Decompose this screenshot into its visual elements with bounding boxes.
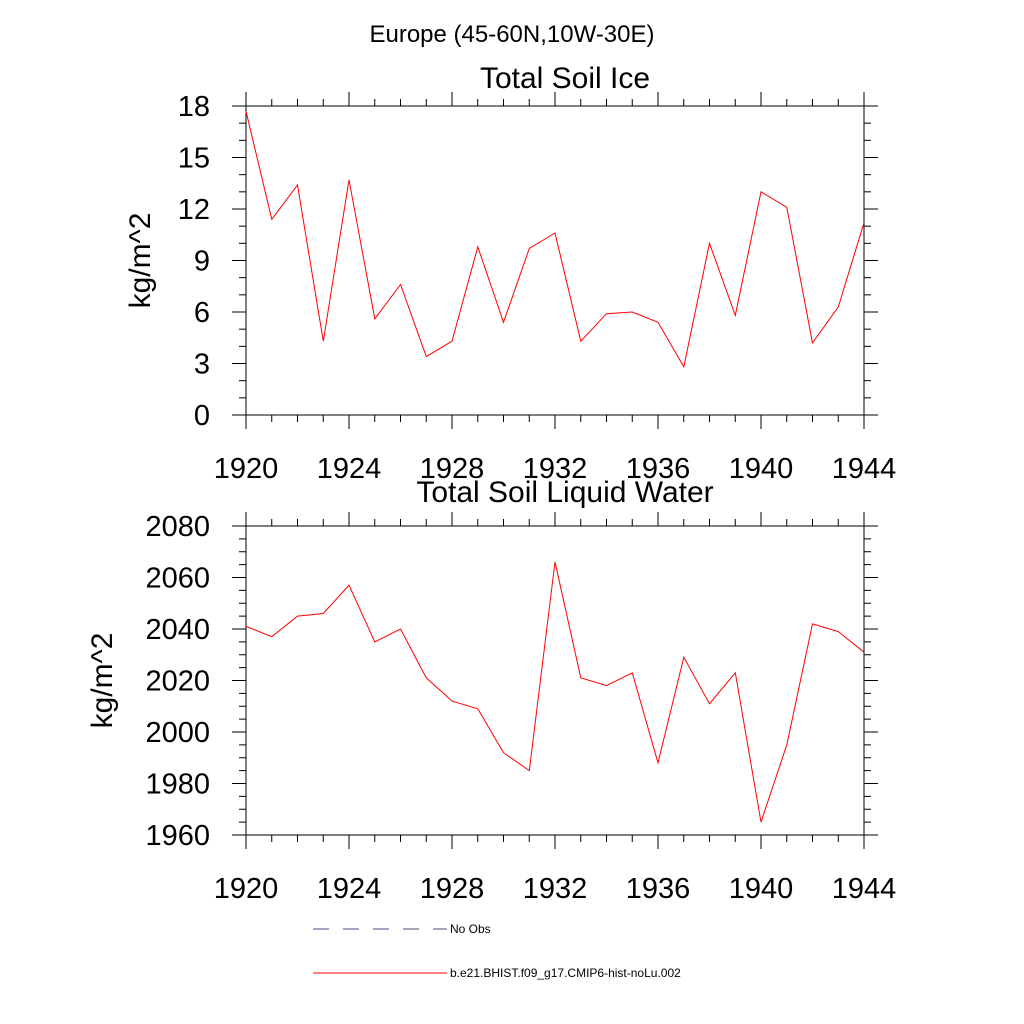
x-tick-label: 1944 [832,873,897,905]
legend: No Obs b.e21.BHIST.f09_g17.CMIP6-hist-noL… [313,922,681,980]
panel-title: Total Soil Liquid Water [416,476,713,509]
x-tick-label: 1928 [420,453,485,485]
legend-label: No Obs [450,922,491,936]
panel-total-soil-ice: Total Soil Ice 0 3 6 9 12 15 18 1920 1924 1928 1932… [124,62,896,485]
x-tick-label: 1924 [317,453,382,485]
panel-title: Total Soil Ice [480,62,650,95]
y-tick-label: 6 [194,297,210,329]
y-tick-label: 2020 [145,666,210,698]
x-tick-label: 1936 [626,873,691,905]
y-tick-label: 2080 [145,511,210,543]
legend-label: b.e21.BHIST.f09_g17.CMIP6-hist-noLu.002 [450,966,681,980]
plot-frame [245,525,865,836]
x-tick-label: 1936 [626,453,691,485]
y-axis-label: kg/m^2 [86,633,119,729]
y-tick-label: 9 [194,246,210,278]
y-tick-label: 2060 [145,563,210,595]
x-tick-label: 1944 [832,453,897,485]
y-tick-label: 2040 [145,614,210,646]
x-tick-label: 1920 [214,453,279,485]
y-tick-label: 3 [194,349,210,381]
plot-frame [245,105,865,416]
x-tick-label: 1940 [729,453,794,485]
x-tick-label: 1928 [420,873,485,905]
x-tick-label: 1924 [317,873,382,905]
series-line [245,111,865,369]
y-tick-label: 2000 [145,717,210,749]
x-tick-label: 1940 [729,873,794,905]
y-tick-label: 1960 [145,820,210,852]
x-tick-label: 1932 [523,453,588,485]
series-line [245,561,865,823]
y-tick-label: 15 [178,143,210,175]
x-tick-label: 1920 [214,873,279,905]
panel-total-soil-liquid-water: Total Soil Liquid Water 1960 1980 2000 2020 2… [86,476,896,905]
y-tick-label: 18 [178,91,210,123]
y-tick-label: 12 [178,194,210,226]
x-tick-label: 1932 [523,873,588,905]
y-axis-label: kg/m^2 [124,213,157,309]
figure-title: Europe (45-60N,10W-30E) [369,21,654,48]
y-tick-label: 0 [194,400,210,432]
y-tick-label: 1980 [145,769,210,801]
